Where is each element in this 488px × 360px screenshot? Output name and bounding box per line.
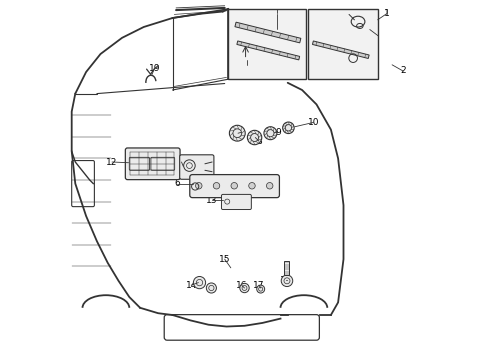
Text: 15: 15 (219, 255, 230, 264)
Text: 18: 18 (279, 276, 291, 284)
Circle shape (213, 183, 219, 189)
Circle shape (248, 183, 255, 189)
Text: 10: 10 (307, 118, 319, 127)
Text: 4: 4 (274, 9, 279, 18)
Circle shape (206, 283, 216, 293)
FancyBboxPatch shape (189, 175, 279, 198)
Bar (284, 261, 289, 275)
Bar (228, 9, 305, 79)
FancyBboxPatch shape (221, 194, 251, 210)
Text: 3: 3 (366, 25, 372, 34)
Text: 17: 17 (253, 281, 264, 289)
Polygon shape (234, 22, 300, 43)
Circle shape (282, 122, 294, 134)
Circle shape (230, 183, 237, 189)
Text: 8: 8 (256, 137, 261, 146)
Bar (307, 9, 377, 79)
Circle shape (281, 275, 292, 287)
Text: 19: 19 (148, 64, 160, 73)
Circle shape (229, 125, 244, 141)
Text: 13: 13 (206, 196, 218, 204)
FancyBboxPatch shape (125, 148, 180, 180)
Text: 9: 9 (275, 128, 281, 137)
Circle shape (195, 183, 202, 189)
FancyBboxPatch shape (179, 155, 213, 179)
Text: 16: 16 (235, 281, 247, 289)
Polygon shape (312, 41, 368, 58)
Circle shape (266, 183, 272, 189)
Text: 5: 5 (244, 56, 250, 65)
Text: 11: 11 (175, 158, 187, 166)
Circle shape (239, 283, 249, 293)
Circle shape (247, 130, 261, 145)
Text: 1: 1 (383, 9, 389, 18)
Circle shape (256, 285, 264, 293)
Text: 12: 12 (106, 158, 118, 166)
Text: 6: 6 (174, 179, 179, 188)
Circle shape (264, 127, 276, 140)
Text: 7: 7 (238, 128, 244, 137)
Text: 2: 2 (399, 66, 405, 76)
Polygon shape (236, 41, 299, 60)
Circle shape (193, 276, 205, 289)
Text: 14: 14 (185, 281, 197, 289)
